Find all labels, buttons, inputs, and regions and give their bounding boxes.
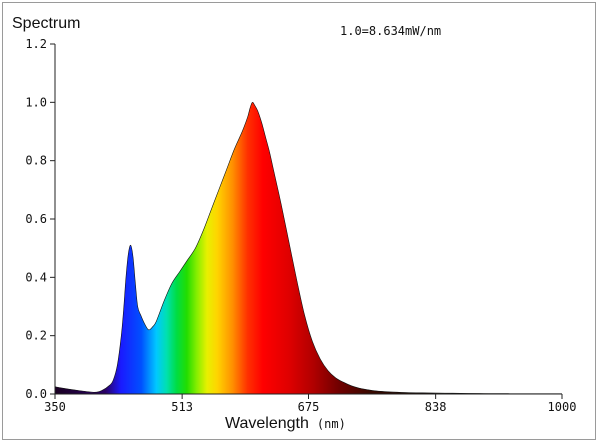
spectrum-area <box>55 102 562 394</box>
x-axis-unit: (nm) <box>317 417 346 431</box>
scale-annotation: 1.0=8.634mW/nm <box>340 24 441 38</box>
y-tick-label: 0.2 <box>25 329 47 343</box>
y-tick-label: 0.0 <box>25 387 47 401</box>
y-tick-label: 1.2 <box>25 37 47 51</box>
x-tick-label: 513 <box>171 400 193 414</box>
x-tick-label: 675 <box>298 400 320 414</box>
y-tick-label: 1.0 <box>25 95 47 109</box>
x-axis-label-text: Wavelength <box>225 415 309 432</box>
y-ticks: 0.0 0.2 0.4 0.6 0.8 1.0 1.2 <box>25 37 55 401</box>
x-tick-label: 350 <box>44 400 66 414</box>
y-tick-label: 0.4 <box>25 270 47 284</box>
spectrum-outline <box>54 101 563 395</box>
chart-title: Spectrum <box>12 15 80 32</box>
y-tick-label: 0.8 <box>25 154 47 168</box>
x-axis-label: Wavelength (nm) <box>225 415 346 432</box>
x-ticks: 350 513 675 838 1000 <box>44 394 576 414</box>
plot-area <box>54 101 563 395</box>
x-tick-label: 838 <box>425 400 447 414</box>
x-tick-label: 1000 <box>548 400 577 414</box>
y-tick-label: 0.6 <box>25 212 47 226</box>
